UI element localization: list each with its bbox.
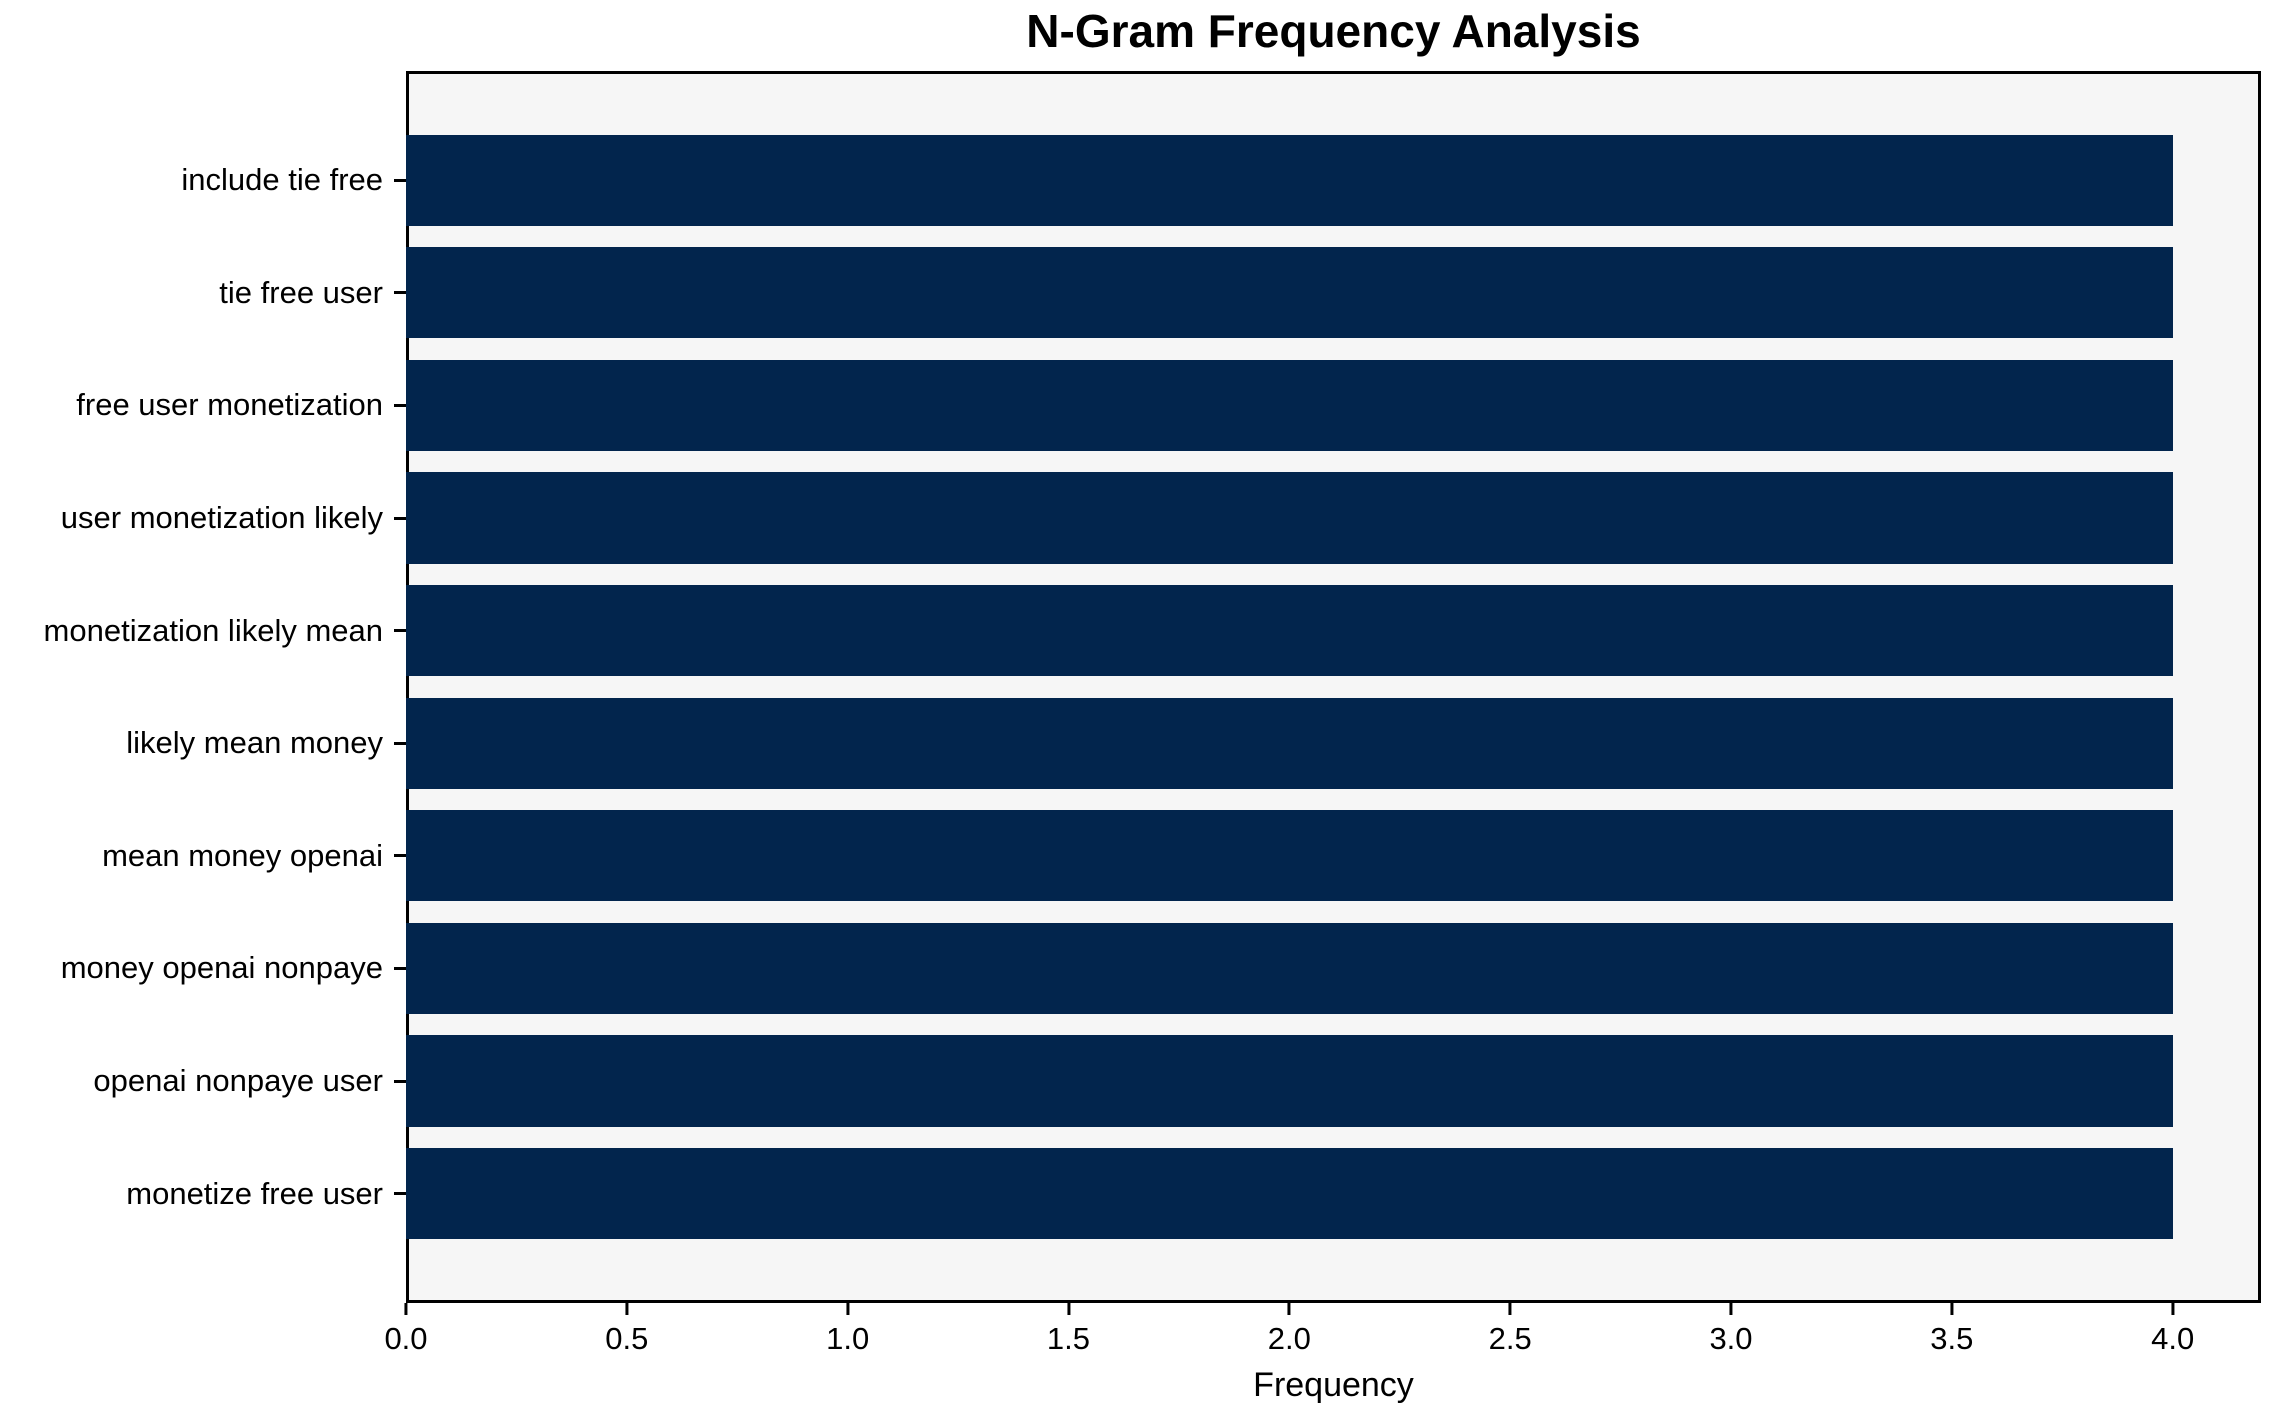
- bars-and-ylabels: include tie free tie free user free user m…: [0, 124, 2261, 1250]
- x-tick: 3.5: [1930, 1303, 1973, 1357]
- x-tick-label: 0.0: [384, 1321, 428, 1356]
- y-tick-mark: [383, 516, 406, 520]
- y-tick-mark: [383, 291, 406, 295]
- bar-row: user monetization likely: [0, 462, 2261, 575]
- y-tick-mark: [383, 403, 406, 407]
- x-tick-mark: [1508, 1303, 1512, 1315]
- bar-row: mean money openai: [0, 800, 2261, 913]
- bar-track: [406, 349, 2261, 462]
- bar: [406, 810, 2173, 902]
- y-tick-mark: [383, 1079, 406, 1083]
- bar-track: [406, 237, 2261, 350]
- bar-row: free user monetization: [0, 349, 2261, 462]
- y-tick-label: tie free user: [219, 274, 383, 310]
- bar-track: [406, 912, 2261, 1025]
- bar-row: likely mean money: [0, 687, 2261, 800]
- bar: [406, 134, 2173, 226]
- x-tick: 1.5: [1047, 1303, 1090, 1357]
- x-tick-mark: [2171, 1303, 2175, 1315]
- bar: [406, 697, 2173, 789]
- bar: [406, 1148, 2173, 1240]
- bar-row: monetize free user: [0, 1137, 2261, 1250]
- bar-track: [406, 124, 2261, 237]
- y-tick-label: monetization likely mean: [43, 612, 383, 648]
- bar: [406, 585, 2173, 677]
- bar: [406, 359, 2173, 452]
- x-tick-mark: [1950, 1303, 1954, 1315]
- y-tick-mark: [383, 178, 406, 182]
- x-tick: 0.0: [384, 1303, 428, 1357]
- x-tick-mark: [846, 1303, 850, 1315]
- y-tick-label: money openai nonpaye: [60, 950, 383, 986]
- x-tick-label: 4.0: [2151, 1321, 2195, 1356]
- bar: [406, 922, 2173, 1015]
- bar: [406, 247, 2173, 339]
- x-tick-label: 1.0: [826, 1321, 870, 1356]
- bar-track: [406, 574, 2261, 687]
- bar-track: [406, 1025, 2261, 1138]
- y-tick-mark: [383, 629, 406, 633]
- x-tick: 0.5: [605, 1303, 648, 1357]
- y-tick-label: openai nonpaye user: [93, 1063, 383, 1098]
- bar-row: openai nonpaye user: [0, 1025, 2261, 1138]
- y-tick-label: likely mean money: [126, 725, 383, 761]
- bar-row: include tie free: [0, 124, 2261, 237]
- bar: [406, 1035, 2173, 1127]
- y-tick-mark: [383, 1192, 406, 1196]
- x-tick-label: 3.0: [1709, 1321, 1753, 1356]
- x-tick-mark: [404, 1303, 408, 1315]
- x-tick-label: 2.0: [1267, 1321, 1311, 1356]
- bar-track: [406, 687, 2261, 800]
- y-tick-label: user monetization likely: [60, 500, 383, 536]
- y-tick-mark: [383, 966, 406, 970]
- bar-row: money openai nonpaye: [0, 912, 2261, 1025]
- y-tick-label: free user monetization: [76, 387, 383, 423]
- chart-title: N-Gram Frequency Analysis: [1026, 5, 1641, 57]
- bar: [406, 472, 2173, 564]
- bar-row: tie free user: [0, 237, 2261, 350]
- x-tick-label: 3.5: [1930, 1321, 1974, 1356]
- x-tick: 1.0: [826, 1303, 869, 1357]
- bar-row: monetization likely mean: [0, 574, 2261, 687]
- x-tick-label: 0.5: [605, 1321, 649, 1356]
- bar-track: [406, 462, 2261, 575]
- x-tick-mark: [1066, 1303, 1070, 1315]
- x-tick: 3.0: [1709, 1303, 1753, 1357]
- y-tick-label: include tie free: [181, 162, 383, 198]
- x-tick: 2.0: [1268, 1303, 1311, 1357]
- y-tick-label: mean money openai: [102, 837, 383, 873]
- x-axis: 0.0 0.5 1.0 1.5 2.0 2.5 3.0 3.5 4.0: [384, 1303, 2261, 1363]
- x-tick-mark: [1729, 1303, 1733, 1315]
- x-tick-label: 2.5: [1488, 1321, 1532, 1356]
- y-tick-mark: [383, 854, 406, 858]
- bar-track: [406, 1137, 2261, 1250]
- bar-track: [406, 800, 2261, 913]
- x-axis-label: Frequency: [1253, 1366, 1414, 1404]
- y-tick-mark: [383, 741, 406, 745]
- x-tick-mark: [1287, 1303, 1291, 1315]
- x-tick-mark: [625, 1303, 629, 1315]
- x-tick: 4.0: [2151, 1303, 2194, 1357]
- x-tick: 2.5: [1489, 1303, 1532, 1357]
- y-tick-label: monetize free user: [126, 1175, 383, 1211]
- x-tick-label: 1.5: [1046, 1321, 1091, 1356]
